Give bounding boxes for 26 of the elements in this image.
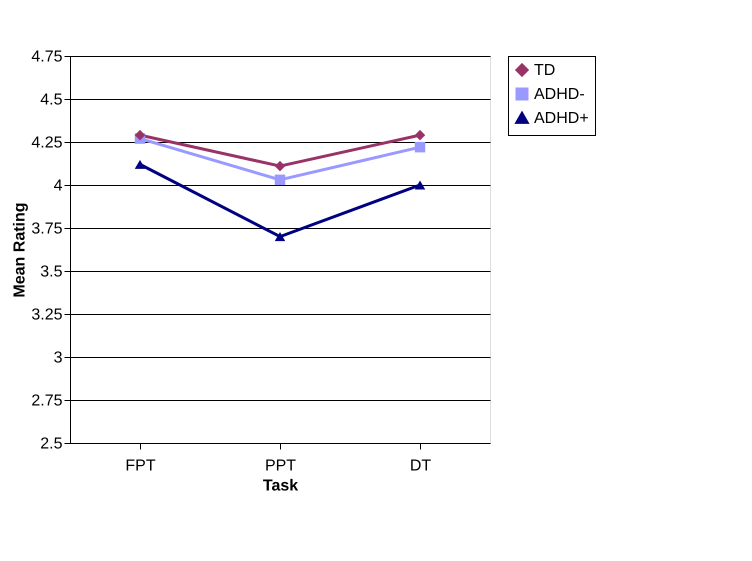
point — [134, 160, 146, 169]
point — [134, 130, 146, 140]
point — [274, 174, 286, 186]
y-tick-label: 3.5 — [40, 264, 63, 280]
x-axis-title: Task — [262, 478, 298, 494]
point — [274, 160, 286, 172]
point — [274, 232, 286, 242]
y-tick-label: 3.75 — [31, 220, 63, 238]
y-tick-label: 4.25 — [31, 134, 63, 152]
legend-label: ADHD+ — [534, 110, 589, 127]
point — [414, 180, 426, 190]
y-tick-label: 4 — [54, 178, 63, 194]
y-tick-label: 3.25 — [31, 306, 63, 324]
legend-label: ADHD- — [534, 86, 585, 103]
y-tick-label: 2.5 — [40, 436, 63, 452]
point — [414, 130, 426, 140]
y-axis-title: Mean Rating — [11, 202, 28, 298]
x-tick-label: PPT — [264, 458, 296, 474]
y-tick-label: 4.5 — [40, 92, 63, 108]
x-tick-label: DT — [410, 458, 432, 474]
point — [414, 142, 426, 152]
y-tick-label: 4.75 — [31, 48, 63, 66]
legend-label: TD — [534, 62, 556, 79]
y-tick-label: 3 — [54, 350, 63, 366]
x-tick-label: FPT — [125, 458, 156, 474]
y-tick-label: 2.75 — [31, 392, 63, 410]
